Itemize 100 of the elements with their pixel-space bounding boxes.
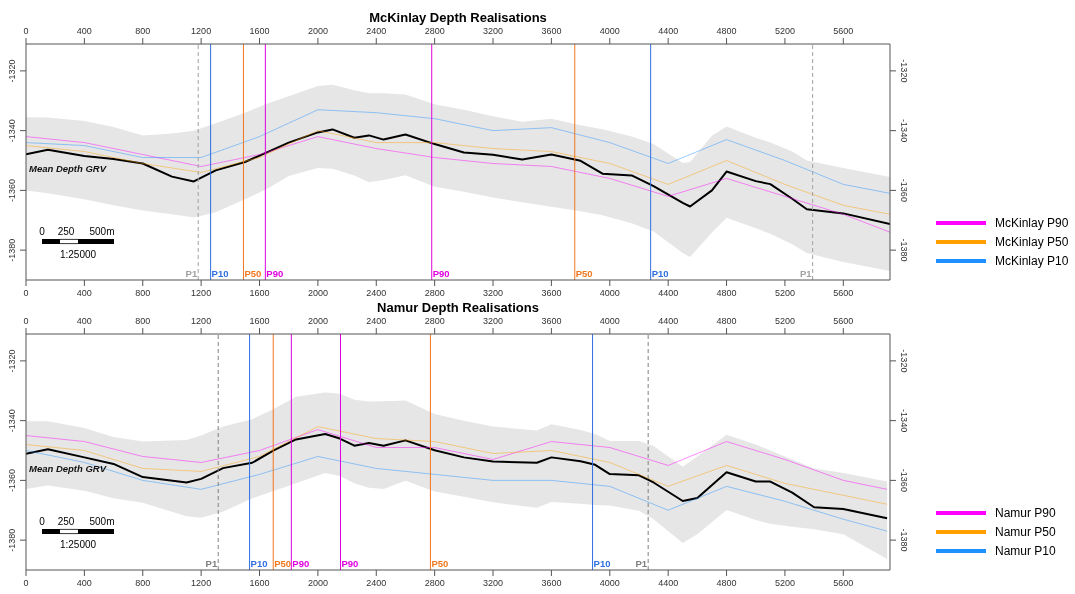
x-tick-label: 0: [23, 288, 29, 298]
x-tick-label: 1600: [249, 288, 270, 298]
x2-tick-label: 3600: [541, 26, 562, 36]
x2-tick-label: 400: [76, 316, 92, 326]
ref-line-label: P1: [635, 558, 648, 569]
annotation: 0: [39, 516, 46, 527]
x2-tick-label: 1200: [191, 26, 212, 36]
series-label: Mean Depth GRV: [29, 163, 107, 175]
legend-label: Namur P90: [995, 505, 1056, 520]
x2-tick-label: 4800: [716, 316, 737, 326]
x-tick-label: 1600: [249, 578, 270, 588]
y2-tick-label: -1340: [899, 409, 909, 433]
x2-tick-label: 5600: [833, 316, 854, 326]
x-tick-label: 2800: [424, 578, 445, 588]
x2-tick-label: 2000: [307, 26, 328, 36]
y-tick-label: -1360: [7, 178, 17, 202]
x-tick-label: 2800: [424, 288, 445, 298]
ref-line-label: P1: [185, 268, 198, 279]
x2-tick-label: 1200: [191, 316, 212, 326]
y-tick-label: -1340: [7, 409, 17, 433]
x2-tick-label: 400: [76, 26, 92, 36]
x-tick-label: 4400: [658, 288, 679, 298]
y-tick-label: -1380: [7, 528, 17, 552]
x-tick-label: 4800: [716, 578, 737, 588]
x-tick-label: 400: [76, 578, 92, 588]
annotation: 1:25000: [59, 539, 97, 550]
x-tick-label: 4000: [599, 578, 620, 588]
ref-line-label: P10: [651, 268, 669, 279]
x2-tick-label: 3200: [483, 316, 504, 326]
x-tick-label: 4000: [599, 288, 620, 298]
legend-label: McKinlay P50: [995, 234, 1069, 249]
x-tick-label: 800: [135, 578, 151, 588]
y2-tick-label: -1360: [899, 468, 909, 492]
ref-line-label: P50: [431, 558, 449, 569]
ref-line-label: P10: [211, 268, 229, 279]
y2-tick-label: -1360: [899, 178, 909, 202]
ref-line-label: P90: [432, 268, 450, 279]
y2-tick-label: -1320: [899, 349, 909, 373]
annotation: 250: [57, 516, 75, 527]
y-tick-label: -1340: [7, 119, 17, 143]
x2-tick-label: 0: [23, 26, 29, 36]
x-tick-label: 5600: [833, 288, 854, 298]
x2-tick-label: 3600: [541, 316, 562, 326]
x2-tick-label: 4800: [716, 26, 737, 36]
x2-tick-label: 4000: [599, 26, 620, 36]
x2-tick-label: 5200: [774, 316, 795, 326]
x-tick-label: 3600: [541, 578, 562, 588]
x2-tick-label: 2800: [424, 316, 445, 326]
x-tick-label: 5200: [774, 288, 795, 298]
ref-line-label: P90: [266, 268, 284, 279]
x2-tick-label: 5600: [833, 26, 854, 36]
x-tick-label: 1200: [191, 288, 212, 298]
x-tick-label: 3200: [483, 578, 504, 588]
x-tick-label: 800: [135, 288, 151, 298]
ref-line-label: P50: [274, 558, 292, 569]
x-tick-label: 3200: [483, 288, 504, 298]
ref-line-label: P10: [593, 558, 611, 569]
y2-tick-label: -1380: [899, 528, 909, 552]
x-tick-label: 3600: [541, 288, 562, 298]
x2-tick-label: 4400: [658, 26, 679, 36]
ref-line-label: P90: [292, 558, 310, 569]
x2-tick-label: 2000: [307, 316, 328, 326]
x-tick-label: 400: [76, 288, 92, 298]
x-tick-label: 2400: [366, 288, 387, 298]
x2-tick-label: 0: [23, 316, 29, 326]
x-tick-label: 2000: [307, 288, 328, 298]
annotation: 0: [39, 226, 46, 237]
ref-line-label: P90: [341, 558, 359, 569]
x-tick-label: 0: [23, 578, 29, 588]
annotation: 500m: [89, 516, 115, 527]
annotation: 500m: [89, 226, 115, 237]
y-tick-label: -1320: [7, 349, 17, 373]
series-label: Mean Depth GRV: [29, 462, 107, 474]
x-tick-label: 5200: [774, 578, 795, 588]
x2-tick-label: 2800: [424, 26, 445, 36]
chart-title: Namur Depth Realisations: [376, 300, 540, 315]
x2-tick-label: 5200: [774, 26, 795, 36]
x2-tick-label: 4400: [658, 316, 679, 326]
annotation: 1:25000: [59, 249, 97, 260]
x2-tick-label: 4000: [599, 316, 620, 326]
x2-tick-label: 1600: [249, 26, 270, 36]
y2-tick-label: -1320: [899, 59, 909, 83]
x2-tick-label: 2400: [366, 316, 387, 326]
legend-label: Namur P10: [995, 543, 1056, 558]
x2-tick-label: 800: [135, 316, 151, 326]
y-tick-label: -1380: [7, 238, 17, 262]
x-tick-label: 5600: [833, 578, 854, 588]
x-tick-label: 4800: [716, 288, 737, 298]
x2-tick-label: 800: [135, 26, 151, 36]
y-tick-label: -1320: [7, 59, 17, 83]
x2-tick-label: 3200: [483, 26, 504, 36]
ref-line-label: P1: [205, 558, 218, 569]
y2-tick-label: -1380: [899, 238, 909, 262]
y2-tick-label: -1340: [899, 119, 909, 143]
x2-tick-label: 1600: [249, 316, 270, 326]
x-tick-label: 2000: [307, 578, 328, 588]
x-tick-label: 4400: [658, 578, 679, 588]
legend-label: McKinlay P90: [995, 215, 1069, 230]
y-tick-label: -1360: [7, 468, 17, 492]
ref-line-label: P50: [244, 268, 262, 279]
